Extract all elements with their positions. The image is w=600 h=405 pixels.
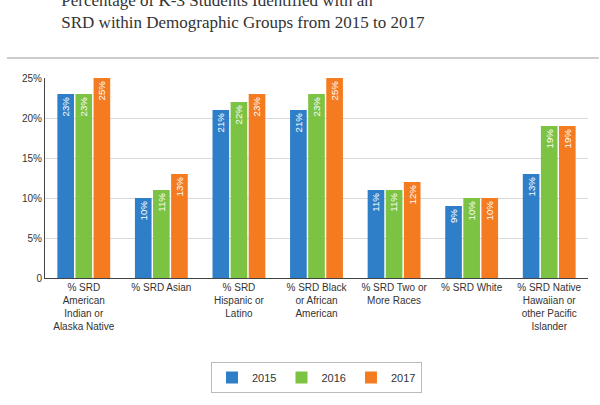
svg-text:% SRD Asian: % SRD Asian [131, 282, 191, 293]
svg-text:13%: 13% [174, 177, 185, 197]
svg-text:11%: 11% [370, 193, 381, 212]
svg-text:23%: 23% [78, 97, 89, 117]
svg-text:% SRD Two orMore Races: % SRD Two orMore Races [361, 282, 427, 306]
svg-text:% SRDHispanic orLatino: % SRDHispanic orLatino [214, 282, 265, 319]
svg-text:23%: 23% [251, 97, 262, 117]
svg-text:10%: 10% [138, 201, 149, 221]
svg-text:11%: 11% [388, 193, 399, 212]
svg-text:19%: 19% [562, 129, 573, 149]
svg-text:10%: 10% [22, 193, 42, 204]
svg-text:11%: 11% [156, 193, 167, 212]
svg-text:% SRD NativeHawaiian orother P: % SRD NativeHawaiian orother PacificIsla… [517, 282, 581, 332]
svg-text:2017: 2017 [391, 372, 415, 384]
svg-text:21%: 21% [215, 113, 226, 133]
svg-text:% SRD White: % SRD White [441, 282, 503, 293]
svg-text:15%: 15% [22, 153, 42, 164]
svg-text:13%: 13% [526, 177, 537, 197]
svg-text:23%: 23% [311, 97, 322, 117]
svg-text:22%: 22% [233, 105, 244, 125]
svg-text:20%: 20% [22, 113, 42, 124]
svg-text:Percentage of K-3 Students Ide: Percentage of K-3 Students Identified wi… [61, 0, 425, 32]
svg-text:0: 0 [36, 273, 42, 284]
svg-text:10%: 10% [484, 201, 495, 221]
svg-text:% SRD Blackor AfricanAmerican: % SRD Blackor AfricanAmerican [286, 282, 347, 319]
svg-text:25%: 25% [329, 81, 340, 101]
svg-text:2015: 2015 [252, 372, 276, 384]
svg-text:25%: 25% [96, 81, 107, 101]
svg-text:% SRDAmericanIndian orAlaska N: % SRDAmericanIndian orAlaska Native [53, 282, 115, 332]
svg-text:21%: 21% [293, 113, 304, 133]
svg-text:9%: 9% [448, 209, 459, 223]
svg-text:25%: 25% [22, 73, 42, 84]
svg-text:12%: 12% [407, 185, 418, 205]
svg-text:19%: 19% [544, 129, 555, 149]
svg-text:2016: 2016 [321, 372, 345, 384]
svg-text:10%: 10% [466, 201, 477, 221]
svg-text:23%: 23% [60, 97, 71, 117]
svg-text:5%: 5% [28, 233, 43, 244]
